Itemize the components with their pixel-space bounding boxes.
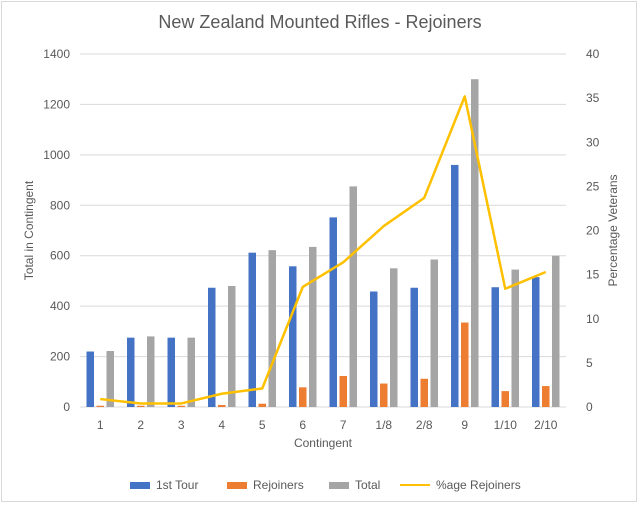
- legend-item-1st-tour: 1st Tour: [130, 478, 198, 492]
- bar-total: [430, 259, 438, 407]
- bar-total: [552, 255, 560, 407]
- legend-item-rejoiners: Rejoiners: [227, 478, 304, 492]
- legend-swatch-rejoiners: [227, 481, 247, 489]
- bar-rejoiners: [137, 405, 145, 407]
- y-axis-title: Total in Contingent: [22, 180, 36, 280]
- line-pct-rejoiners: [100, 95, 547, 405]
- bar-total: [106, 351, 114, 407]
- y2-tick-label: 40: [586, 47, 600, 61]
- y2-tick-label: 20: [586, 224, 600, 238]
- y-tick-label: 600: [50, 249, 70, 263]
- y-tick-label: 1000: [43, 148, 70, 162]
- legend-swatch-1st-tour: [130, 481, 150, 489]
- y-tick-label: 0: [63, 400, 70, 414]
- bar-rejoiners: [218, 404, 226, 407]
- y2-tick-label: 5: [586, 356, 593, 370]
- x-tick-label: 7: [340, 418, 347, 432]
- legend-label-rejoiners: Rejoiners: [253, 478, 304, 492]
- bar-first-tour: [329, 217, 337, 407]
- x-tick-label: 2: [137, 418, 144, 432]
- bar-total: [187, 337, 195, 407]
- x-tick-label: 6: [299, 418, 306, 432]
- bar-rejoiners: [177, 405, 185, 407]
- x-tick-label: 4: [218, 418, 225, 432]
- x-tick-label: 5: [259, 418, 266, 432]
- bar-first-tour: [451, 164, 459, 407]
- legend-item-total: Total: [329, 478, 380, 492]
- bar-first-tour: [532, 277, 540, 407]
- chart-legend: 1st Tour Rejoiners Total %age Rejoiners: [0, 478, 640, 494]
- x-tick-label: 2/8: [416, 418, 433, 432]
- y2-tick-label: 30: [586, 135, 600, 149]
- bar-total: [511, 269, 519, 407]
- bar-rejoiners: [461, 322, 469, 407]
- y-tick-label: 1400: [43, 47, 70, 61]
- bar-rejoiners: [420, 378, 428, 407]
- y-tick-label: 800: [50, 198, 70, 212]
- legend-swatch-pct-rejoiners: [400, 484, 430, 486]
- y2-tick-label: 25: [586, 179, 600, 193]
- legend-swatch-total: [329, 481, 349, 489]
- bar-first-tour: [370, 291, 378, 407]
- legend-label-pct-rejoiners: %age Rejoiners: [436, 478, 521, 492]
- y2-tick-label: 10: [586, 312, 600, 326]
- y-tick-label: 1200: [43, 97, 70, 111]
- bar-total: [349, 186, 357, 407]
- legend-label-1st-tour: 1st Tour: [156, 478, 199, 492]
- bar-first-tour: [289, 266, 297, 407]
- bar-rejoiners: [542, 386, 550, 407]
- legend-label-total: Total: [355, 478, 381, 492]
- x-tick-label: 1: [97, 418, 104, 432]
- bar-total: [268, 250, 276, 407]
- bar-rejoiners: [501, 391, 509, 407]
- bar-rejoiners: [96, 405, 104, 407]
- bar-rejoiners: [258, 403, 266, 407]
- y2-tick-label: 0: [586, 400, 593, 414]
- y-tick-label: 400: [50, 299, 70, 313]
- bar-first-tour: [86, 351, 94, 407]
- chart-title: New Zealand Mounted Rifles - Rejoiners: [158, 12, 482, 32]
- bar-total: [228, 285, 236, 407]
- x-tick-label: 9: [461, 418, 468, 432]
- x-tick-label: 1/8: [375, 418, 392, 432]
- y-tick-label: 200: [50, 350, 70, 364]
- bar-first-tour: [410, 287, 418, 407]
- x-axis-title: Contingent: [294, 436, 353, 450]
- bar-rejoiners: [339, 375, 347, 407]
- bar-total: [147, 336, 155, 407]
- y2-tick-label: 35: [586, 91, 600, 105]
- bar-total: [390, 268, 398, 407]
- y2-tick-label: 15: [586, 268, 600, 282]
- bar-first-tour: [127, 337, 135, 407]
- legend-item-pct-rejoiners: %age Rejoiners: [400, 478, 521, 492]
- x-tick-label: 3: [178, 418, 185, 432]
- bar-total: [471, 79, 479, 407]
- bar-total: [309, 246, 317, 407]
- bar-first-tour: [491, 287, 499, 407]
- bar-rejoiners: [380, 383, 388, 407]
- bar-first-tour: [167, 337, 175, 407]
- bar-first-tour: [248, 252, 256, 407]
- bar-first-tour: [208, 287, 216, 407]
- x-tick-label: 1/10: [494, 418, 518, 432]
- bar-rejoiners: [299, 387, 307, 407]
- x-tick-label: 2/10: [534, 418, 558, 432]
- y2-axis-title: Percentage Veterans: [606, 174, 620, 286]
